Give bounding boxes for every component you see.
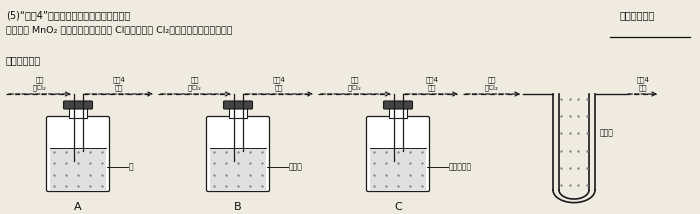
Text: 饱和食盐水: 饱和食盐水: [449, 162, 472, 172]
Text: 水: 水: [129, 162, 134, 172]
Bar: [389, 108, 407, 118]
Text: A: A: [74, 202, 82, 212]
FancyBboxPatch shape: [64, 101, 92, 109]
FancyBboxPatch shape: [206, 116, 270, 192]
Bar: [210, 148, 266, 190]
Bar: [50, 148, 106, 190]
Text: 转刖4
装置: 转刖4 装置: [273, 77, 286, 91]
Text: 制得
的Cl₂: 制得 的Cl₂: [348, 77, 362, 91]
Text: 转刖4
装置: 转刖4 装置: [113, 77, 126, 91]
Text: B: B: [234, 202, 241, 212]
Text: 碌石灰: 碌石灰: [600, 128, 614, 137]
Text: 浓硫酸: 浓硫酸: [289, 162, 303, 172]
Text: ；实验室中用: ；实验室中用: [620, 10, 655, 20]
FancyBboxPatch shape: [384, 101, 412, 109]
FancyBboxPatch shape: [223, 101, 253, 109]
Text: （填字母）。: （填字母）。: [6, 55, 41, 65]
Text: 浓盐酸和 MnO₂ 制备该转化中所需的 Cl，为利净化 Cl₂的装置和试剂可以理的是: 浓盐酸和 MnO₂ 制备该转化中所需的 Cl，为利净化 Cl₂的装置和试剂可以理…: [6, 25, 232, 34]
Text: (5)“转刖4”中发生主要反应的离子方程式为: (5)“转刖4”中发生主要反应的离子方程式为: [6, 10, 130, 20]
Text: C: C: [394, 202, 402, 212]
Text: 制得
的Cl₂: 制得 的Cl₂: [33, 77, 47, 91]
Bar: [370, 148, 426, 190]
Text: 转刖4
装置: 转刖4 装置: [636, 77, 650, 91]
Bar: [69, 108, 87, 118]
FancyBboxPatch shape: [46, 116, 109, 192]
FancyBboxPatch shape: [367, 116, 430, 192]
Text: 制得
的Cl₂: 制得 的Cl₂: [485, 77, 499, 91]
Text: 制得
的Cl₂: 制得 的Cl₂: [188, 77, 202, 91]
Text: 转刖4
装置: 转刖4 装置: [425, 77, 438, 91]
Bar: [229, 108, 247, 118]
